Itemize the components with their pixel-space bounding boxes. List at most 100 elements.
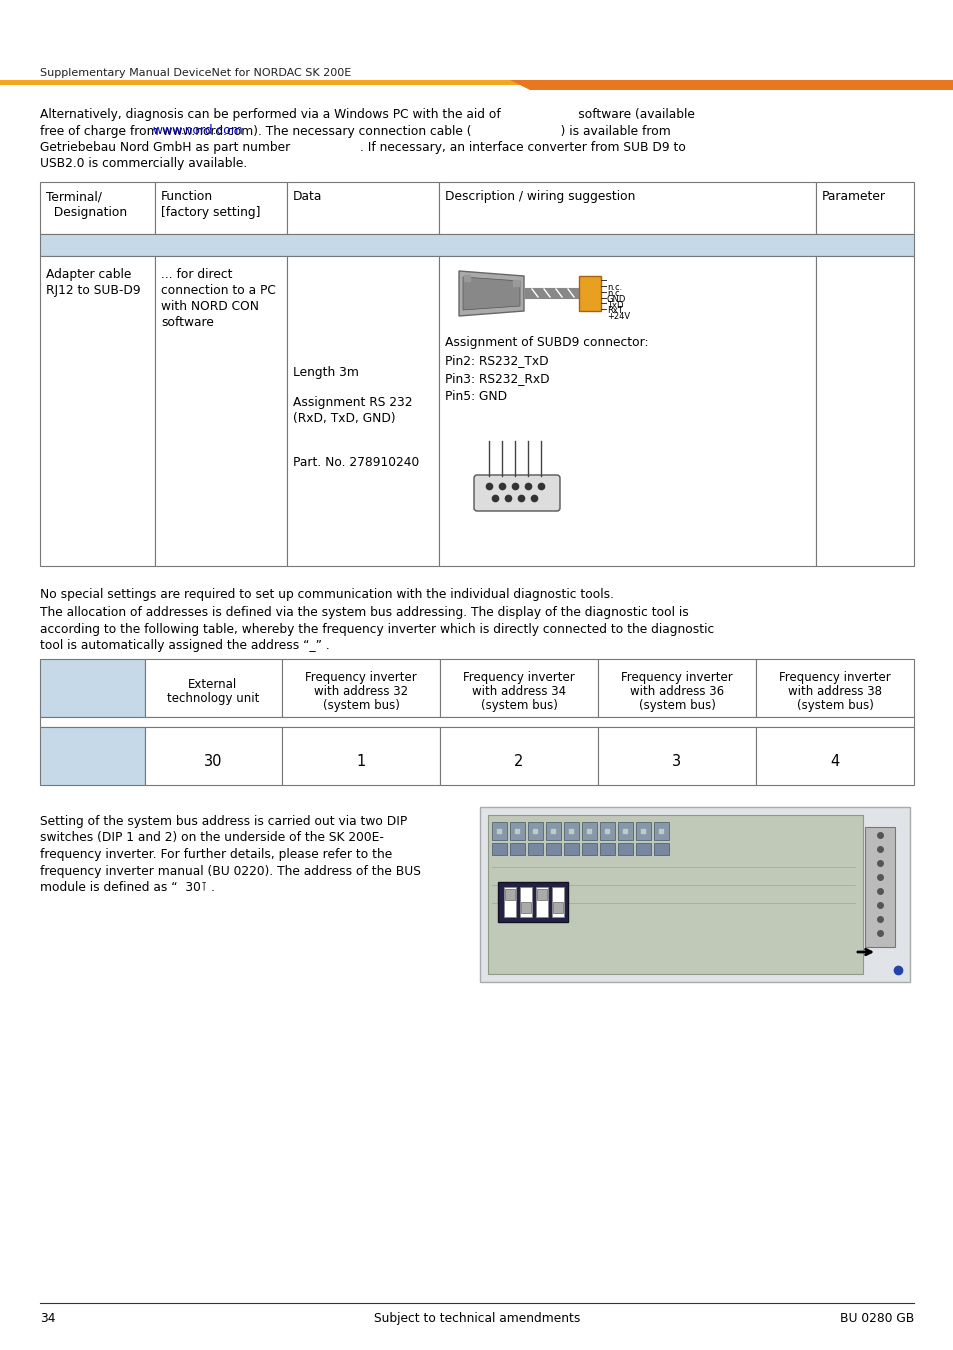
Text: with address 32: with address 32: [314, 684, 408, 698]
Bar: [599, 842, 615, 855]
Text: (system bus): (system bus): [322, 699, 399, 711]
Text: Setting of the system bus address is carried out via two DIP: Setting of the system bus address is car…: [40, 815, 407, 828]
Bar: [282, 659, 439, 717]
Text: Terminal/: Terminal/: [46, 190, 102, 202]
Bar: [527, 822, 542, 840]
Text: RxT: RxT: [606, 306, 622, 316]
Bar: [599, 822, 615, 840]
Bar: [282, 728, 439, 784]
Text: GND: GND: [606, 294, 626, 304]
Bar: [598, 728, 755, 784]
Bar: [0, 80, 953, 90]
Bar: [598, 659, 755, 717]
Text: software: software: [161, 316, 213, 329]
Text: Description / wiring suggestion: Description / wiring suggestion: [444, 190, 635, 202]
Bar: [536, 887, 547, 917]
Text: with NORD CON: with NORD CON: [161, 300, 258, 313]
Text: Alternatively, diagnosis can be performed via a Windows PC with the aid of      : Alternatively, diagnosis can be performe…: [40, 108, 694, 122]
Bar: [578, 275, 600, 310]
Bar: [519, 887, 532, 917]
Bar: [287, 256, 438, 566]
Text: Getriebebau Nord GmbH as part number                  . If necessary, an interfa: Getriebebau Nord GmbH as part number . I…: [40, 140, 685, 154]
Text: (system bus): (system bus): [796, 699, 873, 711]
Text: frequency inverter. For further details, please refer to the: frequency inverter. For further details,…: [40, 848, 392, 861]
Bar: [488, 815, 862, 973]
Bar: [654, 822, 668, 840]
Polygon shape: [0, 80, 575, 90]
Text: switches (DIP 1 and 2) on the underside of the SK 200E-: switches (DIP 1 and 2) on the underside …: [40, 832, 383, 845]
Text: Assignment of SUBD9 connector:: Assignment of SUBD9 connector:: [444, 336, 648, 350]
Bar: [755, 728, 913, 784]
Bar: [815, 182, 913, 234]
Bar: [510, 822, 524, 840]
Bar: [636, 842, 650, 855]
Text: BU 0280 GB: BU 0280 GB: [839, 1312, 913, 1324]
Text: 2: 2: [514, 753, 523, 768]
Text: Length 3m: Length 3m: [293, 366, 358, 379]
Text: (RxD, TxD, GND): (RxD, TxD, GND): [293, 412, 395, 425]
Text: (system bus): (system bus): [638, 699, 715, 711]
Text: RJ12 to SUB-D9: RJ12 to SUB-D9: [46, 284, 140, 297]
Bar: [636, 822, 650, 840]
Bar: [504, 890, 515, 900]
Text: technology unit: technology unit: [167, 693, 259, 705]
Text: 4: 4: [829, 753, 839, 768]
FancyBboxPatch shape: [474, 475, 559, 512]
Text: +24V: +24V: [606, 312, 630, 321]
Bar: [618, 842, 633, 855]
Bar: [40, 659, 145, 717]
Text: n.c.: n.c.: [606, 289, 621, 298]
Text: 30: 30: [204, 753, 222, 768]
Bar: [438, 256, 815, 566]
Text: with address 34: with address 34: [472, 684, 565, 698]
Text: The allocation of addresses is defined via the system bus addressing. The displa: The allocation of addresses is defined v…: [40, 606, 688, 620]
Bar: [654, 842, 668, 855]
Text: TxD: TxD: [606, 301, 623, 309]
Text: Pin3: RS232_RxD: Pin3: RS232_RxD: [444, 373, 549, 385]
Bar: [145, 659, 282, 717]
Text: Assignment RS 232: Assignment RS 232: [293, 396, 412, 409]
Bar: [154, 256, 287, 566]
Bar: [527, 842, 542, 855]
Text: with address 38: with address 38: [787, 684, 882, 698]
Text: No special settings are required to set up communication with the individual dia: No special settings are required to set …: [40, 589, 614, 601]
Bar: [815, 256, 913, 566]
Polygon shape: [462, 277, 519, 310]
Text: Pin2: RS232_TxD: Pin2: RS232_TxD: [444, 354, 548, 367]
Text: Pin5: GND: Pin5: GND: [444, 390, 507, 404]
Bar: [497, 882, 567, 922]
Text: 1: 1: [356, 753, 365, 768]
Bar: [40, 728, 145, 784]
Bar: [618, 822, 633, 840]
Bar: [755, 659, 913, 717]
Bar: [40, 182, 154, 234]
Text: Part. No. 278910240: Part. No. 278910240: [293, 456, 418, 468]
Bar: [581, 822, 597, 840]
Text: [factory setting]: [factory setting]: [161, 207, 260, 219]
Bar: [40, 234, 913, 256]
Bar: [545, 842, 560, 855]
Bar: [439, 728, 598, 784]
Bar: [537, 890, 546, 900]
Bar: [145, 728, 282, 784]
Bar: [520, 902, 531, 913]
Text: Data: Data: [293, 190, 322, 202]
Text: External: External: [188, 678, 237, 691]
Text: Adapter cable: Adapter cable: [46, 269, 132, 281]
Bar: [479, 807, 909, 981]
Bar: [510, 842, 524, 855]
Bar: [0, 80, 559, 85]
Bar: [545, 822, 560, 840]
Bar: [40, 256, 154, 566]
Text: Function: Function: [161, 190, 213, 202]
Polygon shape: [458, 271, 523, 316]
Bar: [864, 828, 894, 946]
Text: Designation: Designation: [46, 207, 127, 219]
Bar: [438, 182, 815, 234]
Bar: [563, 842, 578, 855]
Bar: [492, 822, 506, 840]
Bar: [40, 717, 913, 728]
Text: Parameter: Parameter: [821, 190, 885, 202]
Text: free of charge from www.nord.com). The necessary connection cable (             : free of charge from www.nord.com). The n…: [40, 124, 670, 138]
Text: Frequency inverter: Frequency inverter: [779, 671, 890, 684]
